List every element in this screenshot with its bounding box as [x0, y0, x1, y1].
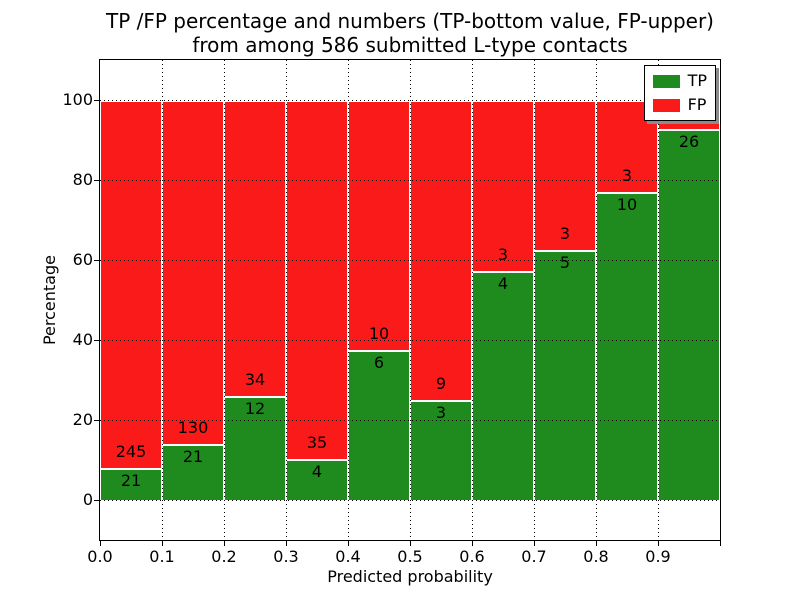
tp-count-label: 4: [311, 461, 323, 481]
y-tick-label: 60: [72, 250, 93, 269]
tp-count-label: 21: [120, 471, 142, 491]
x-gridline: [409, 60, 411, 540]
x-gridline: [223, 60, 225, 540]
y-tick: [94, 260, 99, 261]
x-tick: [348, 541, 349, 546]
fp-count-label: 130: [177, 418, 209, 438]
y-tick: [94, 500, 99, 501]
fp-count-label: 3: [497, 245, 509, 265]
tp-count-label: 5: [559, 253, 571, 272]
x-tick-label: 0.5: [397, 547, 423, 566]
y-tick-label: 100: [62, 90, 93, 109]
tp-bar-segment: [224, 395, 286, 500]
y-tick: [94, 100, 99, 101]
x-tick: [162, 541, 163, 546]
plot-area: TP FP 24521130213412354106933435310226: [99, 59, 721, 541]
fp-bar-segment: [162, 100, 224, 445]
x-tick: [286, 541, 287, 546]
y-tick-label: 80: [72, 170, 93, 189]
x-gridline: [595, 60, 597, 540]
tp-bar-segment: [658, 128, 720, 500]
fp-count-label: 35: [306, 432, 328, 452]
x-tick: [100, 541, 101, 546]
chart-title-line2: from among 586 submitted L-type contacts: [192, 33, 628, 57]
tp-bar-segment: [596, 192, 658, 500]
fp-bar-segment: [286, 100, 348, 459]
fp-bar-segment: [100, 100, 162, 469]
tp-bar-segment: [348, 350, 410, 500]
fp-count-label: 34: [244, 369, 266, 389]
y-tick: [94, 420, 99, 421]
x-tick: [472, 541, 473, 546]
x-tick-label: 0.2: [211, 547, 237, 566]
fp-count-label: 3: [621, 166, 633, 186]
x-tick-label: 0.8: [583, 547, 609, 566]
x-tick: [534, 541, 535, 546]
tp-count-label: 10: [616, 195, 638, 215]
tp-bar-segment: [162, 444, 224, 500]
tp-bar-segment: [100, 468, 162, 500]
x-axis-label: Predicted probability: [327, 567, 493, 586]
fp-bar-segment: [472, 100, 534, 272]
x-gridline: [533, 60, 535, 540]
fp-count-label: 10: [368, 324, 390, 343]
fp-bar-segment: [410, 100, 472, 400]
fp-legend-swatch-icon: [652, 98, 680, 112]
legend: TP FP: [643, 65, 716, 121]
fp-bar-segment: [534, 100, 596, 250]
tp-count-label: 4: [497, 274, 509, 294]
y-tick: [94, 180, 99, 181]
x-tick-label: 0.4: [335, 547, 361, 566]
legend-item-tp: TP: [652, 71, 707, 91]
fp-count-label: 245: [115, 442, 147, 462]
x-gridline: [347, 60, 349, 540]
x-gridline: [161, 60, 163, 540]
x-tick-label: 0.9: [645, 547, 671, 566]
tp-bar-segment: [534, 250, 596, 500]
x-tick: [224, 541, 225, 546]
x-tick-label: 0.6: [459, 547, 485, 566]
fp-count-label: 9: [435, 374, 447, 393]
tp-legend-label: TP: [687, 71, 707, 90]
tp-bar-segment: [410, 400, 472, 500]
tp-bar-segment: [286, 458, 348, 500]
chart-title-line1: TP /FP percentage and numbers (TP-bottom…: [106, 9, 714, 33]
tp-count-label: 3: [435, 403, 447, 422]
y-tick-label: 0: [82, 490, 93, 509]
tp-bar-segment: [472, 271, 534, 500]
x-tick: [410, 541, 411, 546]
legend-item-fp: FP: [652, 95, 707, 115]
fp-legend-label: FP: [687, 95, 707, 114]
chart-title: TP /FP percentage and numbers (TP-bottom…: [100, 9, 720, 57]
x-gridline: [285, 60, 287, 540]
x-tick: [658, 541, 659, 546]
fp-bar-segment: [224, 100, 286, 396]
tp-count-label: 6: [373, 353, 385, 372]
x-tick-label: 0.7: [521, 547, 547, 566]
x-tick-label: 0.1: [149, 547, 175, 566]
tp-count-label: 12: [244, 398, 266, 418]
x-tick: [596, 541, 597, 546]
tp-legend-swatch-icon: [652, 74, 680, 88]
x-gridline: [657, 60, 659, 540]
x-tick-label: 0.3: [273, 547, 299, 566]
tp-count-label: 21: [182, 447, 204, 467]
y-axis-label: Percentage: [40, 255, 59, 346]
x-gridline: [471, 60, 473, 540]
fp-bar-segment: [348, 100, 410, 350]
x-tick: [720, 541, 721, 546]
fp-count-label: 3: [559, 224, 571, 243]
x-tick-label: 0.0: [87, 547, 113, 566]
y-tick-label: 40: [72, 330, 93, 349]
y-tick: [94, 340, 99, 341]
tp-count-label: 26: [678, 131, 700, 151]
y-tick-label: 20: [72, 410, 93, 429]
